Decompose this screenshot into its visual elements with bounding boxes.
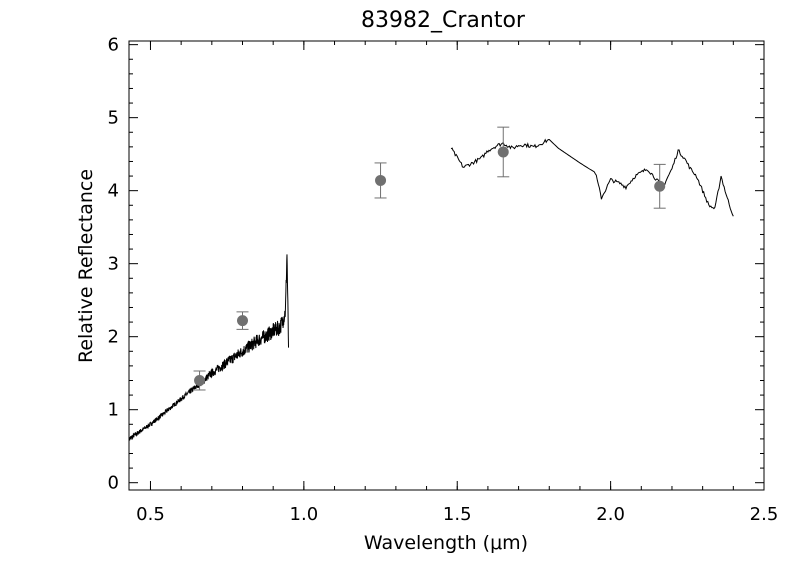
data-point xyxy=(654,180,666,192)
x-tick-label: 1.5 xyxy=(443,504,472,525)
plot-frame xyxy=(128,40,765,491)
photometry-points xyxy=(193,126,666,391)
data-point xyxy=(497,146,509,158)
y-axis-ticks: 0 1 2 3 4 5 6 xyxy=(108,35,764,494)
data-point xyxy=(375,174,387,186)
y-axis-label: Relative Reflectance xyxy=(75,169,97,363)
y-tick-label: 1 xyxy=(108,400,119,421)
y-tick-label: 4 xyxy=(108,181,119,202)
data-point xyxy=(237,315,249,327)
chart-title: 83982_Crantor xyxy=(361,8,526,33)
x-tick-label: 1.0 xyxy=(290,504,319,525)
x-axis-label: Wavelength (μm) xyxy=(364,532,528,554)
spectrum-line-1 xyxy=(450,138,734,217)
y-tick-label: 5 xyxy=(108,108,119,129)
x-tick-label: 2.5 xyxy=(750,504,779,525)
y-tick-label: 2 xyxy=(108,327,119,348)
spectrum-line-0 xyxy=(128,254,290,442)
x-tick-label: 0.5 xyxy=(136,504,165,525)
y-tick-label: 3 xyxy=(108,254,119,275)
y-tick-label: 6 xyxy=(108,35,119,56)
data-point xyxy=(194,374,206,386)
y-tick-label: 0 xyxy=(108,473,119,494)
x-axis-ticks: 0.5 1.0 1.5 2.0 2.5 xyxy=(136,41,778,525)
x-tick-label: 2.0 xyxy=(596,504,625,525)
spectrum-series xyxy=(128,138,734,442)
